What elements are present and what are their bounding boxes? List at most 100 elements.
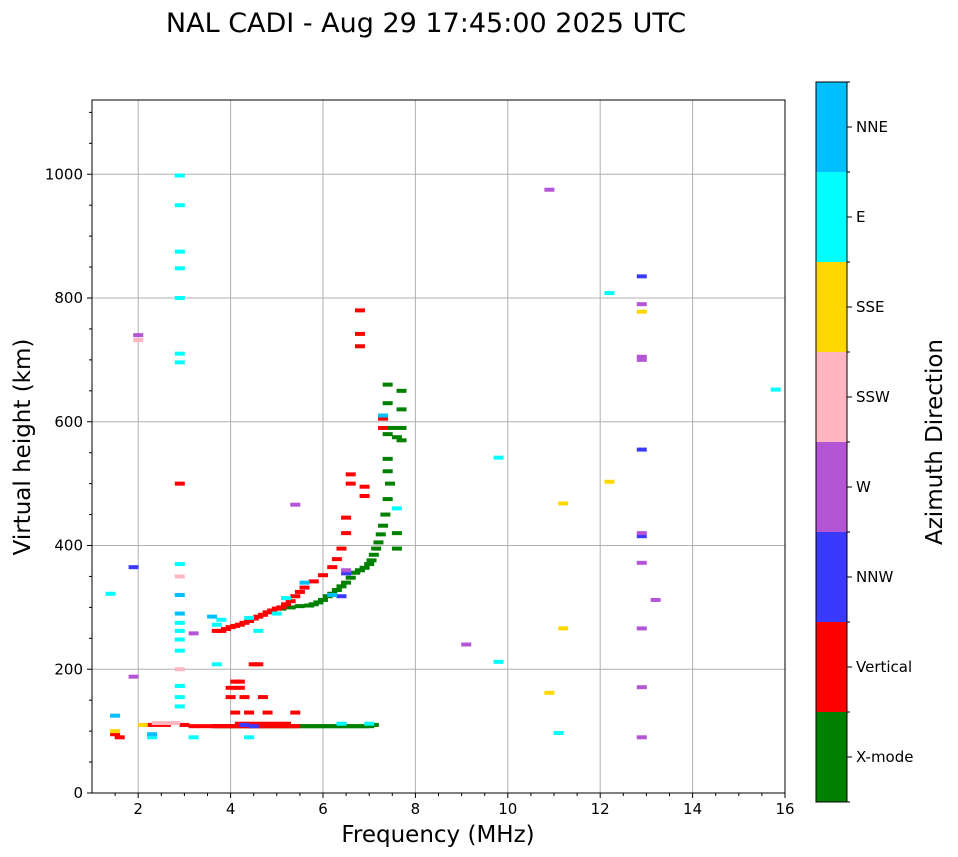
echo-point-vertical — [276, 605, 287, 610]
echo-point-vertical — [253, 662, 264, 667]
echo-point-x-mode — [371, 546, 382, 551]
echo-point-w — [128, 674, 139, 679]
echo-point-e — [174, 351, 185, 356]
echo-point-e — [174, 695, 185, 700]
echo-point-vertical — [308, 579, 319, 584]
echo-point-x-mode — [384, 481, 395, 486]
echo-point-vertical — [341, 531, 352, 536]
echo-point-vertical — [341, 515, 352, 520]
echo-point-x-mode — [285, 605, 296, 610]
echo-point-w — [461, 642, 472, 647]
echo-point-x-mode — [368, 552, 379, 557]
y-tick-label: 200 — [54, 660, 83, 678]
echo-point-e — [281, 596, 292, 601]
echo-point-vertical — [359, 484, 370, 489]
echo-point-e — [147, 735, 158, 740]
x-tick-label: 8 — [411, 800, 421, 818]
echo-point-e — [253, 628, 264, 633]
echo-point-vertical — [197, 724, 208, 729]
colorbar-segment — [816, 622, 847, 712]
echo-point-nnw — [336, 594, 347, 599]
echo-point-e — [244, 735, 255, 740]
echo-point-sse — [544, 690, 555, 695]
echo-point-w — [650, 597, 661, 602]
echo-point-x-mode — [294, 604, 305, 609]
colorbar-tick-label: X-mode — [856, 748, 913, 766]
echo-point-w — [188, 631, 199, 636]
colorbar-segment — [816, 262, 847, 352]
echo-point-nnw — [636, 534, 647, 539]
echo-point-vertical — [179, 722, 190, 727]
y-tick-label: 400 — [54, 537, 83, 555]
echo-point-vertical — [354, 331, 365, 336]
echo-point-vertical — [318, 573, 328, 578]
x-tick-label: 4 — [226, 800, 236, 818]
echo-point-e — [553, 730, 564, 735]
echo-point-e — [211, 622, 222, 627]
x-tick-label: 12 — [591, 800, 610, 818]
echo-point-e — [174, 173, 185, 178]
echo-point-vertical — [378, 416, 389, 421]
echo-point-vertical — [262, 721, 273, 726]
echo-point-e — [493, 455, 504, 460]
echo-point-x-mode — [345, 575, 356, 580]
colorbar-label: Azimuth Direction — [922, 339, 948, 545]
echo-point-nnw — [239, 722, 250, 727]
y-tick-label: 1000 — [45, 165, 83, 183]
echo-point-x-mode — [380, 512, 391, 517]
echo-point-x-mode — [387, 425, 398, 430]
echo-point-w — [544, 187, 555, 192]
echo-point-w — [341, 568, 352, 573]
echo-point-e — [244, 615, 255, 620]
echo-point-nnw — [636, 274, 647, 279]
echo-point-sse — [558, 626, 569, 631]
echo-point-vertical — [290, 710, 301, 715]
echo-point-e — [174, 360, 185, 365]
echo-point-x-mode — [382, 432, 393, 437]
colorbar-tick-label: W — [856, 478, 871, 496]
x-tick-label: 2 — [133, 800, 143, 818]
echo-point-vertical — [230, 710, 241, 715]
echo-point-vertical — [378, 425, 389, 430]
x-tick-label: 10 — [498, 800, 517, 818]
echo-point-x-mode — [350, 570, 361, 575]
echo-point-vertical — [253, 721, 264, 726]
echo-point-vertical — [244, 710, 255, 715]
echo-point-vertical — [244, 618, 255, 623]
echo-point-vertical — [327, 565, 338, 570]
echo-point-vertical — [290, 594, 301, 599]
echo-point-x-mode — [391, 531, 402, 536]
echo-point-ssw — [133, 338, 144, 343]
echo-point-vertical — [359, 494, 370, 498]
echo-point-e — [174, 562, 185, 567]
colorbar-tick-label: NNE — [856, 118, 888, 136]
colorbar-segment — [816, 82, 847, 172]
echo-point-e — [174, 648, 185, 653]
echo-point-e — [211, 662, 222, 667]
y-tick-label: 0 — [73, 784, 83, 802]
echo-point-x-mode — [366, 558, 377, 563]
echo-point-x-mode — [396, 438, 407, 443]
echo-point-nne — [174, 611, 185, 616]
echo-point-x-mode — [396, 388, 407, 393]
echo-point-x-mode — [354, 568, 365, 573]
echo-point-x-mode — [336, 584, 347, 589]
echo-point-vertical — [225, 695, 236, 700]
echo-point-nne — [327, 593, 338, 597]
x-tick-label: 16 — [775, 800, 794, 818]
echo-point-e — [770, 387, 781, 392]
echo-point-vertical — [262, 710, 273, 715]
x-tick-label: 6 — [318, 800, 328, 818]
echo-point-ssw — [170, 721, 181, 726]
echo-point-vertical — [281, 602, 292, 607]
echo-point-vertical — [285, 599, 296, 604]
echo-point-e — [174, 683, 185, 688]
echo-point-ssw — [151, 721, 162, 726]
echo-point-x-mode — [382, 382, 393, 387]
echo-point-w — [636, 531, 647, 536]
colorbar: X-mode Vertical NNW W SSW SSE E NNE — [815, 81, 913, 803]
axis-ticks: 2 4 6 8 10 12 14 16 0 200 400 600 800 1000 — [45, 111, 795, 818]
echo-point-x-mode — [391, 435, 402, 440]
grid-lines — [92, 100, 785, 793]
colorbar-tick-label: NNW — [856, 568, 893, 586]
